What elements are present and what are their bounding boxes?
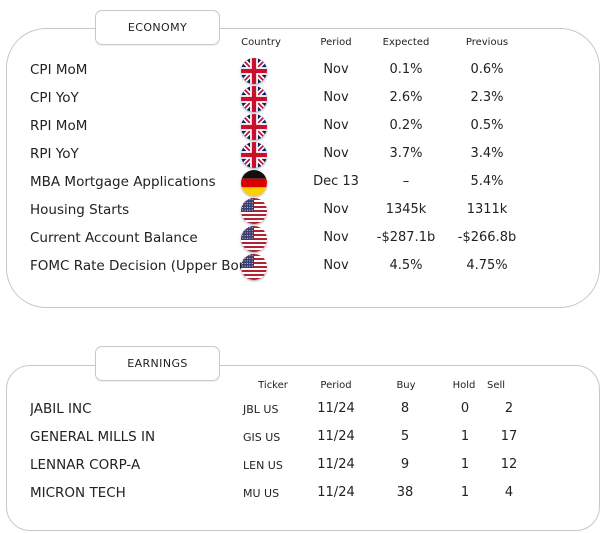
ticker-cell: GIS US xyxy=(243,431,281,444)
expected-cell: – xyxy=(402,174,410,189)
expected-cell: 1345k xyxy=(385,202,427,217)
ticker-cell: JBL US xyxy=(243,403,279,416)
expected-cell: 4.5% xyxy=(389,258,423,273)
indicator-name: CPI YoY xyxy=(30,90,79,106)
previous-cell: 2.3% xyxy=(470,90,504,105)
period-cell: 11/24 xyxy=(317,429,355,444)
previous-cell: 0.5% xyxy=(470,118,504,133)
expected-cell: 0.1% xyxy=(389,62,423,77)
uk-flag-icon xyxy=(241,114,267,140)
period-cell: Nov xyxy=(323,62,349,77)
expected-cell: 0.2% xyxy=(389,118,423,133)
indicator-name: MBA Mortgage Applications xyxy=(30,174,216,190)
previous-cell: 1311k xyxy=(466,202,508,217)
previous-cell: -$266.8b xyxy=(457,230,517,245)
period-cell: Nov xyxy=(323,258,349,273)
country-column-header: Country xyxy=(241,37,281,48)
period-cell: Nov xyxy=(323,118,349,133)
indicator-name: FOMC Rate Decision (Upper Bound) xyxy=(30,258,243,274)
period-cell: 11/24 xyxy=(317,457,355,472)
hold-cell: 0 xyxy=(460,401,470,416)
indicator-name: Current Account Balance xyxy=(30,230,198,246)
hold-cell: 1 xyxy=(460,429,470,444)
sell-cell: 2 xyxy=(504,401,514,416)
company-name: LENNAR CORP-A xyxy=(30,457,141,473)
period-cell: Nov xyxy=(323,90,349,105)
expected-cell: 2.6% xyxy=(389,90,423,105)
previous-column-header: Previous xyxy=(465,37,509,48)
economy-panel xyxy=(6,28,600,308)
buy-cell: 8 xyxy=(400,401,410,416)
previous-cell: 3.4% xyxy=(470,146,504,161)
sell-cell: 17 xyxy=(500,429,518,444)
buy-cell: 5 xyxy=(400,429,410,444)
period-column-header: Period xyxy=(320,380,352,391)
expected-cell: -$287.1b xyxy=(376,230,436,245)
sell-column-header: Sell xyxy=(486,380,506,391)
uk-flag-icon xyxy=(241,86,267,112)
hold-cell: 1 xyxy=(460,485,470,500)
expected-cell: 3.7% xyxy=(389,146,423,161)
company-name: GENERAL MILLS IN xyxy=(30,429,156,445)
sell-cell: 12 xyxy=(500,457,518,472)
previous-cell: 5.4% xyxy=(470,174,504,189)
economy-tab[interactable]: ECONOMY xyxy=(95,10,220,45)
indicator-name: RPI YoY xyxy=(30,146,79,162)
indicator-name: RPI MoM xyxy=(30,118,88,134)
buy-cell: 9 xyxy=(400,457,410,472)
expected-column-header: Expected xyxy=(382,37,430,48)
period-cell: 11/24 xyxy=(317,485,355,500)
germany-flag-icon xyxy=(241,170,267,196)
company-name: JABIL INC xyxy=(30,401,92,417)
ticker-cell: MU US xyxy=(243,487,280,500)
sell-cell: 4 xyxy=(504,485,514,500)
indicator-name: CPI MoM xyxy=(30,62,88,78)
earnings-tab[interactable]: EARNINGS xyxy=(95,346,220,381)
buy-cell: 38 xyxy=(396,485,414,500)
earnings-panel xyxy=(6,365,600,531)
us-flag-icon xyxy=(241,226,267,252)
hold-cell: 1 xyxy=(460,457,470,472)
previous-cell: 0.6% xyxy=(470,62,504,77)
company-name: MICRON TECH xyxy=(30,485,126,501)
hold-column-header: Hold xyxy=(452,380,476,391)
period-cell: Nov xyxy=(323,146,349,161)
indicator-name: Housing Starts xyxy=(30,202,130,218)
ticker-column-header: Ticker xyxy=(258,380,288,391)
period-cell: 11/24 xyxy=(317,401,355,416)
us-flag-icon xyxy=(241,254,267,280)
period-column-header: Period xyxy=(320,37,352,48)
period-cell: Nov xyxy=(323,202,349,217)
ticker-cell: LEN US xyxy=(243,459,283,472)
us-flag-icon xyxy=(241,198,267,224)
buy-column-header: Buy xyxy=(396,380,416,391)
uk-flag-icon xyxy=(241,142,267,168)
uk-flag-icon xyxy=(241,58,267,84)
period-cell: Nov xyxy=(323,230,349,245)
period-cell: Dec 13 xyxy=(313,174,359,189)
previous-cell: 4.75% xyxy=(466,258,508,273)
